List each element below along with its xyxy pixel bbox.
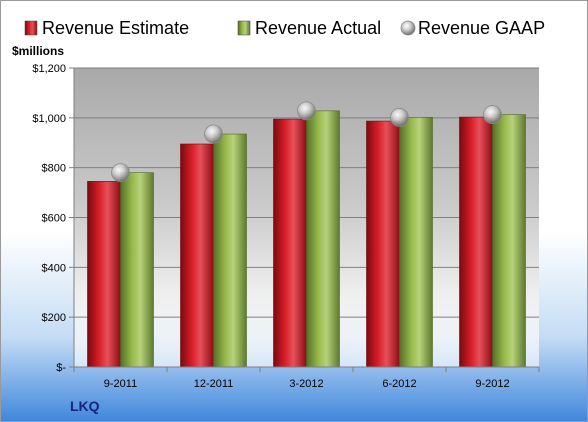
x-tick-label: 9-2011 — [104, 378, 137, 390]
legend-swatch-estimate — [24, 20, 38, 36]
company-label: LKQ — [70, 398, 100, 414]
marker-revenue-gaap — [111, 163, 130, 183]
y-unit-label: $millions — [12, 44, 64, 58]
legend: Revenue Estimate Revenue Actual Revenue GA… — [24, 18, 545, 38]
y-tick-label: $1,200 — [32, 63, 66, 75]
bar-revenue-actual — [213, 133, 247, 368]
marker-revenue-gaap — [204, 124, 223, 144]
bar-revenue-estimate — [180, 143, 214, 368]
y-tick-label: $800 — [42, 163, 66, 175]
y-tick-label: $- — [56, 362, 66, 374]
y-tick-label: $200 — [42, 312, 66, 324]
legend-label: Revenue Estimate — [42, 18, 189, 38]
plot-area: $- $200 $400 $600 $800 $1,000 $1,200 9-2011 12-2… — [32, 63, 540, 390]
legend-label: Revenue GAAP — [418, 18, 545, 38]
bar-revenue-actual — [399, 117, 433, 368]
x-tick-label: 6-2012 — [382, 378, 416, 390]
y-tick-label: $600 — [42, 213, 66, 225]
x-tick-label: 3-2012 — [289, 378, 323, 390]
marker-revenue-gaap — [390, 107, 409, 127]
legend-label: Revenue Actual — [255, 18, 381, 38]
y-tick-label: $1,000 — [32, 113, 66, 125]
x-tick-label: 12-2011 — [194, 378, 234, 390]
bar-revenue-estimate — [366, 120, 400, 368]
bar-revenue-actual — [492, 114, 526, 368]
marker-revenue-gaap — [297, 101, 316, 121]
legend-swatch-gaap — [400, 20, 416, 36]
bar-revenue-actual — [120, 172, 154, 368]
x-tick-label: 9-2012 — [475, 378, 509, 390]
marker-revenue-gaap — [483, 105, 502, 124]
bar-revenue-estimate — [273, 118, 307, 368]
legend-swatch-actual — [237, 20, 251, 36]
bar-revenue-estimate — [459, 116, 493, 368]
bar-revenue-actual — [306, 110, 340, 368]
y-tick-label: $400 — [42, 262, 66, 274]
bar-revenue-estimate — [87, 181, 121, 368]
